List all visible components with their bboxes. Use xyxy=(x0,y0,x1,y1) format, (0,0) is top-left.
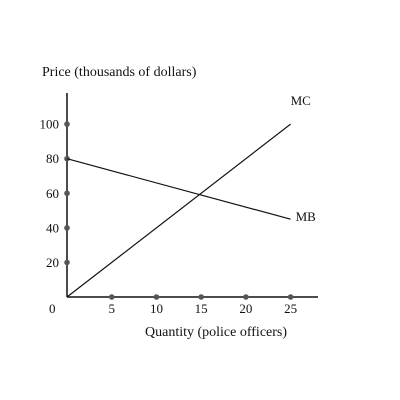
x-tick-mark-15 xyxy=(198,294,204,300)
x-tick-mark-5 xyxy=(108,294,115,300)
y-tick-mark-60 xyxy=(64,190,70,197)
origin-label: 0 xyxy=(49,301,56,316)
mc-curve xyxy=(66,123,291,298)
x-axis-title: Quantity (police officers) xyxy=(145,325,287,340)
mb-curve-label: MB xyxy=(296,209,317,224)
x-tick-label-20: 20 xyxy=(239,301,252,316)
y-axis-title: Price (thousands of dollars) xyxy=(42,65,197,80)
x-tick-group: 5 10 15 20 25 xyxy=(108,294,297,316)
y-tick-mark-100 xyxy=(64,121,70,127)
y-tick-group: 20 40 60 80 100 xyxy=(40,117,70,270)
mb-curve xyxy=(66,158,291,220)
y-tick-label-20: 20 xyxy=(46,255,59,270)
x-tick-mark-10 xyxy=(153,294,160,300)
y-tick-label-40: 40 xyxy=(46,220,59,235)
x-tick-label-15: 15 xyxy=(195,301,208,316)
mc-curve-label: MC xyxy=(291,93,311,108)
y-tick-label-100: 100 xyxy=(40,117,60,132)
x-tick-label-10: 10 xyxy=(150,301,163,316)
x-tick-label-5: 5 xyxy=(108,301,115,316)
y-tick-mark-80 xyxy=(64,155,70,162)
x-tick-mark-20 xyxy=(243,294,249,300)
y-tick-mark-20 xyxy=(64,259,70,266)
y-tick-mark-40 xyxy=(64,225,70,231)
x-tick-label-25: 25 xyxy=(284,301,297,316)
series-group: MC MB xyxy=(66,93,317,298)
x-tick-mark-25 xyxy=(287,294,294,300)
y-tick-label-60: 60 xyxy=(46,186,59,201)
y-tick-label-80: 80 xyxy=(46,151,59,166)
